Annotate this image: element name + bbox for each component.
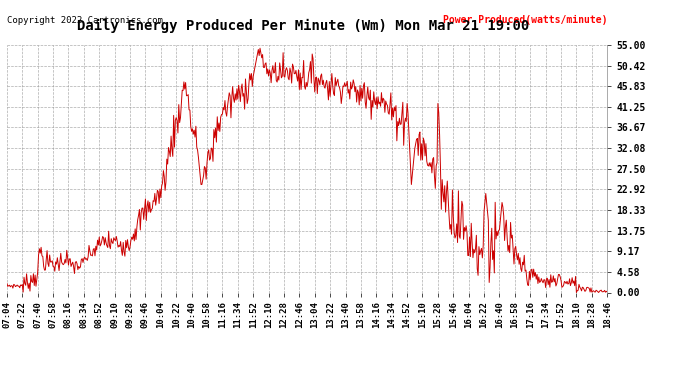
Text: Power Produced(watts/minute): Power Produced(watts/minute): [443, 15, 607, 25]
Text: Daily Energy Produced Per Minute (Wm) Mon Mar 21 19:00: Daily Energy Produced Per Minute (Wm) Mo…: [77, 19, 530, 33]
Text: Copyright 2022 Cartronics.com: Copyright 2022 Cartronics.com: [7, 16, 163, 25]
